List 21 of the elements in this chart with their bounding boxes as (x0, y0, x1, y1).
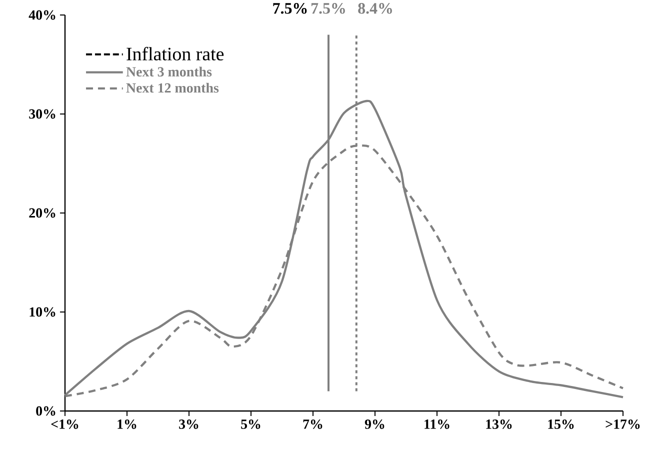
x-tick-label: 9% (364, 419, 384, 429)
legend-label: Next 3 months (126, 66, 212, 77)
legend-label: Next 12 months (126, 82, 219, 93)
y-tick-label: 20% (29, 208, 56, 218)
x-tick-label: 7% (303, 419, 322, 429)
x-tick-label: 13% (486, 419, 512, 429)
legend-title: Inflation rate (126, 46, 224, 60)
y-tick-label: 30% (29, 109, 56, 119)
y-tick-label: 40% (28, 10, 56, 20)
x-tick-label: 15% (548, 419, 574, 429)
x-tick-label: 3% (179, 419, 198, 429)
x-tick-label: >17% (606, 419, 640, 429)
x-tick-label: 11% (424, 419, 450, 429)
x-tick-label: 1% (118, 419, 136, 429)
text: 7.5% (273, 2, 307, 14)
y-tick-label: 0% (36, 406, 56, 416)
x-tick-label: 5% (241, 419, 260, 429)
ref-line-label: 8.4% (358, 2, 392, 14)
x-tick-label: <1% (51, 419, 78, 429)
y-tick-label: 10% (30, 307, 56, 317)
ref-line-label: 7.5% (311, 2, 345, 14)
